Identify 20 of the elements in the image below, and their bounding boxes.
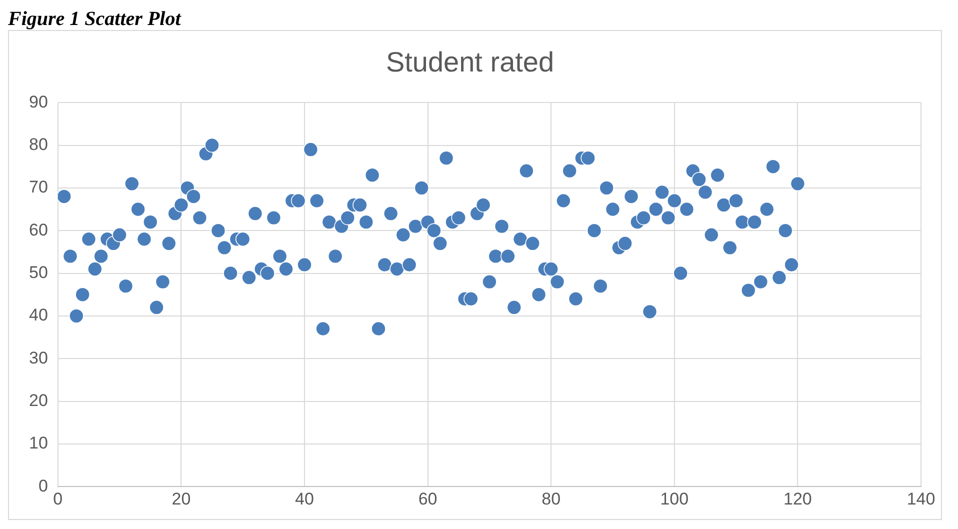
x-tick-label: 80 <box>542 489 561 508</box>
y-tick-label: 0 <box>38 476 48 496</box>
y-tick-label: 50 <box>28 262 48 282</box>
caption: Figure 1 Scatter Plot <box>8 8 182 30</box>
x-tick-label: 0 <box>53 489 63 508</box>
y-tick-label: 60 <box>28 220 48 240</box>
x-tick-label: 20 <box>172 489 191 508</box>
y-tick-label: 80 <box>28 134 48 154</box>
y-tick-label: 70 <box>28 178 48 197</box>
x-tick-label: 60 <box>418 489 438 508</box>
x-tick-label: 100 <box>660 489 689 508</box>
y-tick-label: 40 <box>28 306 48 325</box>
chart-title: Student rated <box>386 46 554 78</box>
y-tick-label: 90 <box>28 92 48 112</box>
x-tick-label: 120 <box>784 489 812 508</box>
y-tick-label: 30 <box>28 348 48 368</box>
y-tick-label: 10 <box>28 434 48 453</box>
x-tick-label: 40 <box>295 489 314 508</box>
y-tick-label: 20 <box>28 390 48 410</box>
x-tick-label: 140 <box>906 489 936 508</box>
